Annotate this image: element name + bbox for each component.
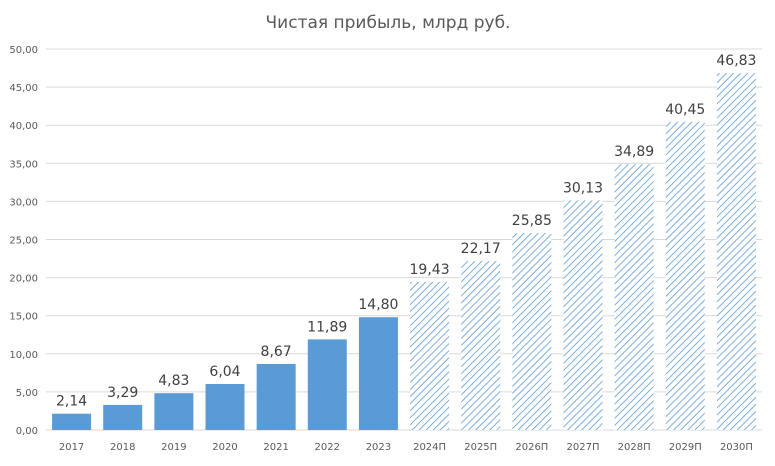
y-tick-label: 0,00 — [16, 426, 38, 437]
forecast-bar — [512, 233, 552, 430]
actual-bar — [358, 317, 398, 430]
x-tick-label: 2021 — [263, 442, 288, 453]
x-tick-label: 2025П — [464, 442, 497, 453]
x-tick-label: 2026П — [515, 442, 548, 453]
x-tick-label: 2019 — [161, 442, 186, 453]
data-label: 14,80 — [358, 297, 398, 313]
x-tick-label: 2029П — [669, 442, 702, 453]
data-label: 11,89 — [307, 319, 347, 335]
data-label: 22,17 — [461, 241, 501, 257]
x-tick-label: 2020 — [212, 442, 237, 453]
y-tick-label: 40,00 — [9, 121, 38, 132]
chart-title: Чистая прибыль, млрд руб. — [266, 13, 511, 33]
data-label: 25,85 — [512, 213, 552, 229]
forecast-bar — [614, 164, 654, 431]
x-tick-label: 2028П — [618, 442, 651, 453]
forecast-bar — [461, 261, 501, 430]
x-tick-label: 2023 — [366, 442, 391, 453]
x-axis: 2017 2018 2019 2020 2021 2022 2023 2024П 2025П 20… — [59, 442, 753, 453]
y-tick-label: 15,00 — [9, 312, 38, 323]
forecast-bar — [716, 73, 756, 431]
forecast-bar — [563, 200, 603, 430]
data-label: 46,83 — [716, 53, 756, 69]
data-label: 2,14 — [56, 394, 87, 410]
y-tick-label: 50,00 — [9, 45, 38, 56]
x-tick-label: 2018 — [110, 442, 135, 453]
data-label: 8,67 — [261, 344, 292, 360]
actual-bar — [103, 404, 143, 430]
y-axis: 0,00 5,00 10,00 15,00 20,00 25,00 30,00 35,00 40… — [9, 45, 38, 437]
data-label: 3,29 — [107, 385, 138, 401]
actual-bar — [205, 383, 245, 430]
data-label: 6,04 — [209, 364, 240, 380]
x-tick-label: 2030П — [720, 442, 753, 453]
y-tick-label: 20,00 — [9, 274, 38, 285]
bars — [52, 73, 756, 431]
y-tick-label: 25,00 — [9, 236, 38, 247]
x-tick-label: 2027П — [567, 442, 600, 453]
data-labels: 2,14 3,29 4,83 6,04 8,67 11,89 14,80 19,43 22,17… — [56, 53, 756, 410]
forecast-bar — [665, 121, 705, 430]
gridlines — [46, 48, 762, 431]
actual-bar — [307, 339, 347, 430]
x-tick-label: 2017 — [59, 442, 84, 453]
actual-bar — [52, 413, 92, 430]
data-label: 30,13 — [563, 180, 603, 196]
data-label: 34,89 — [614, 144, 654, 160]
y-tick-label: 45,00 — [9, 83, 38, 94]
x-tick-label: 2024П — [413, 442, 446, 453]
actual-bar — [154, 393, 194, 430]
y-tick-label: 30,00 — [9, 197, 38, 208]
data-label: 40,45 — [665, 102, 705, 118]
forecast-bar — [410, 281, 450, 430]
y-tick-label: 5,00 — [16, 388, 38, 399]
data-label: 19,43 — [410, 262, 450, 278]
x-tick-label: 2022 — [315, 442, 340, 453]
actual-bar — [256, 363, 296, 430]
y-tick-label: 35,00 — [9, 159, 38, 170]
data-label: 4,83 — [158, 373, 189, 389]
y-tick-label: 10,00 — [9, 350, 38, 361]
